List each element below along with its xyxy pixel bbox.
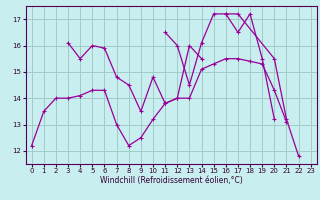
X-axis label: Windchill (Refroidissement éolien,°C): Windchill (Refroidissement éolien,°C)	[100, 176, 243, 185]
